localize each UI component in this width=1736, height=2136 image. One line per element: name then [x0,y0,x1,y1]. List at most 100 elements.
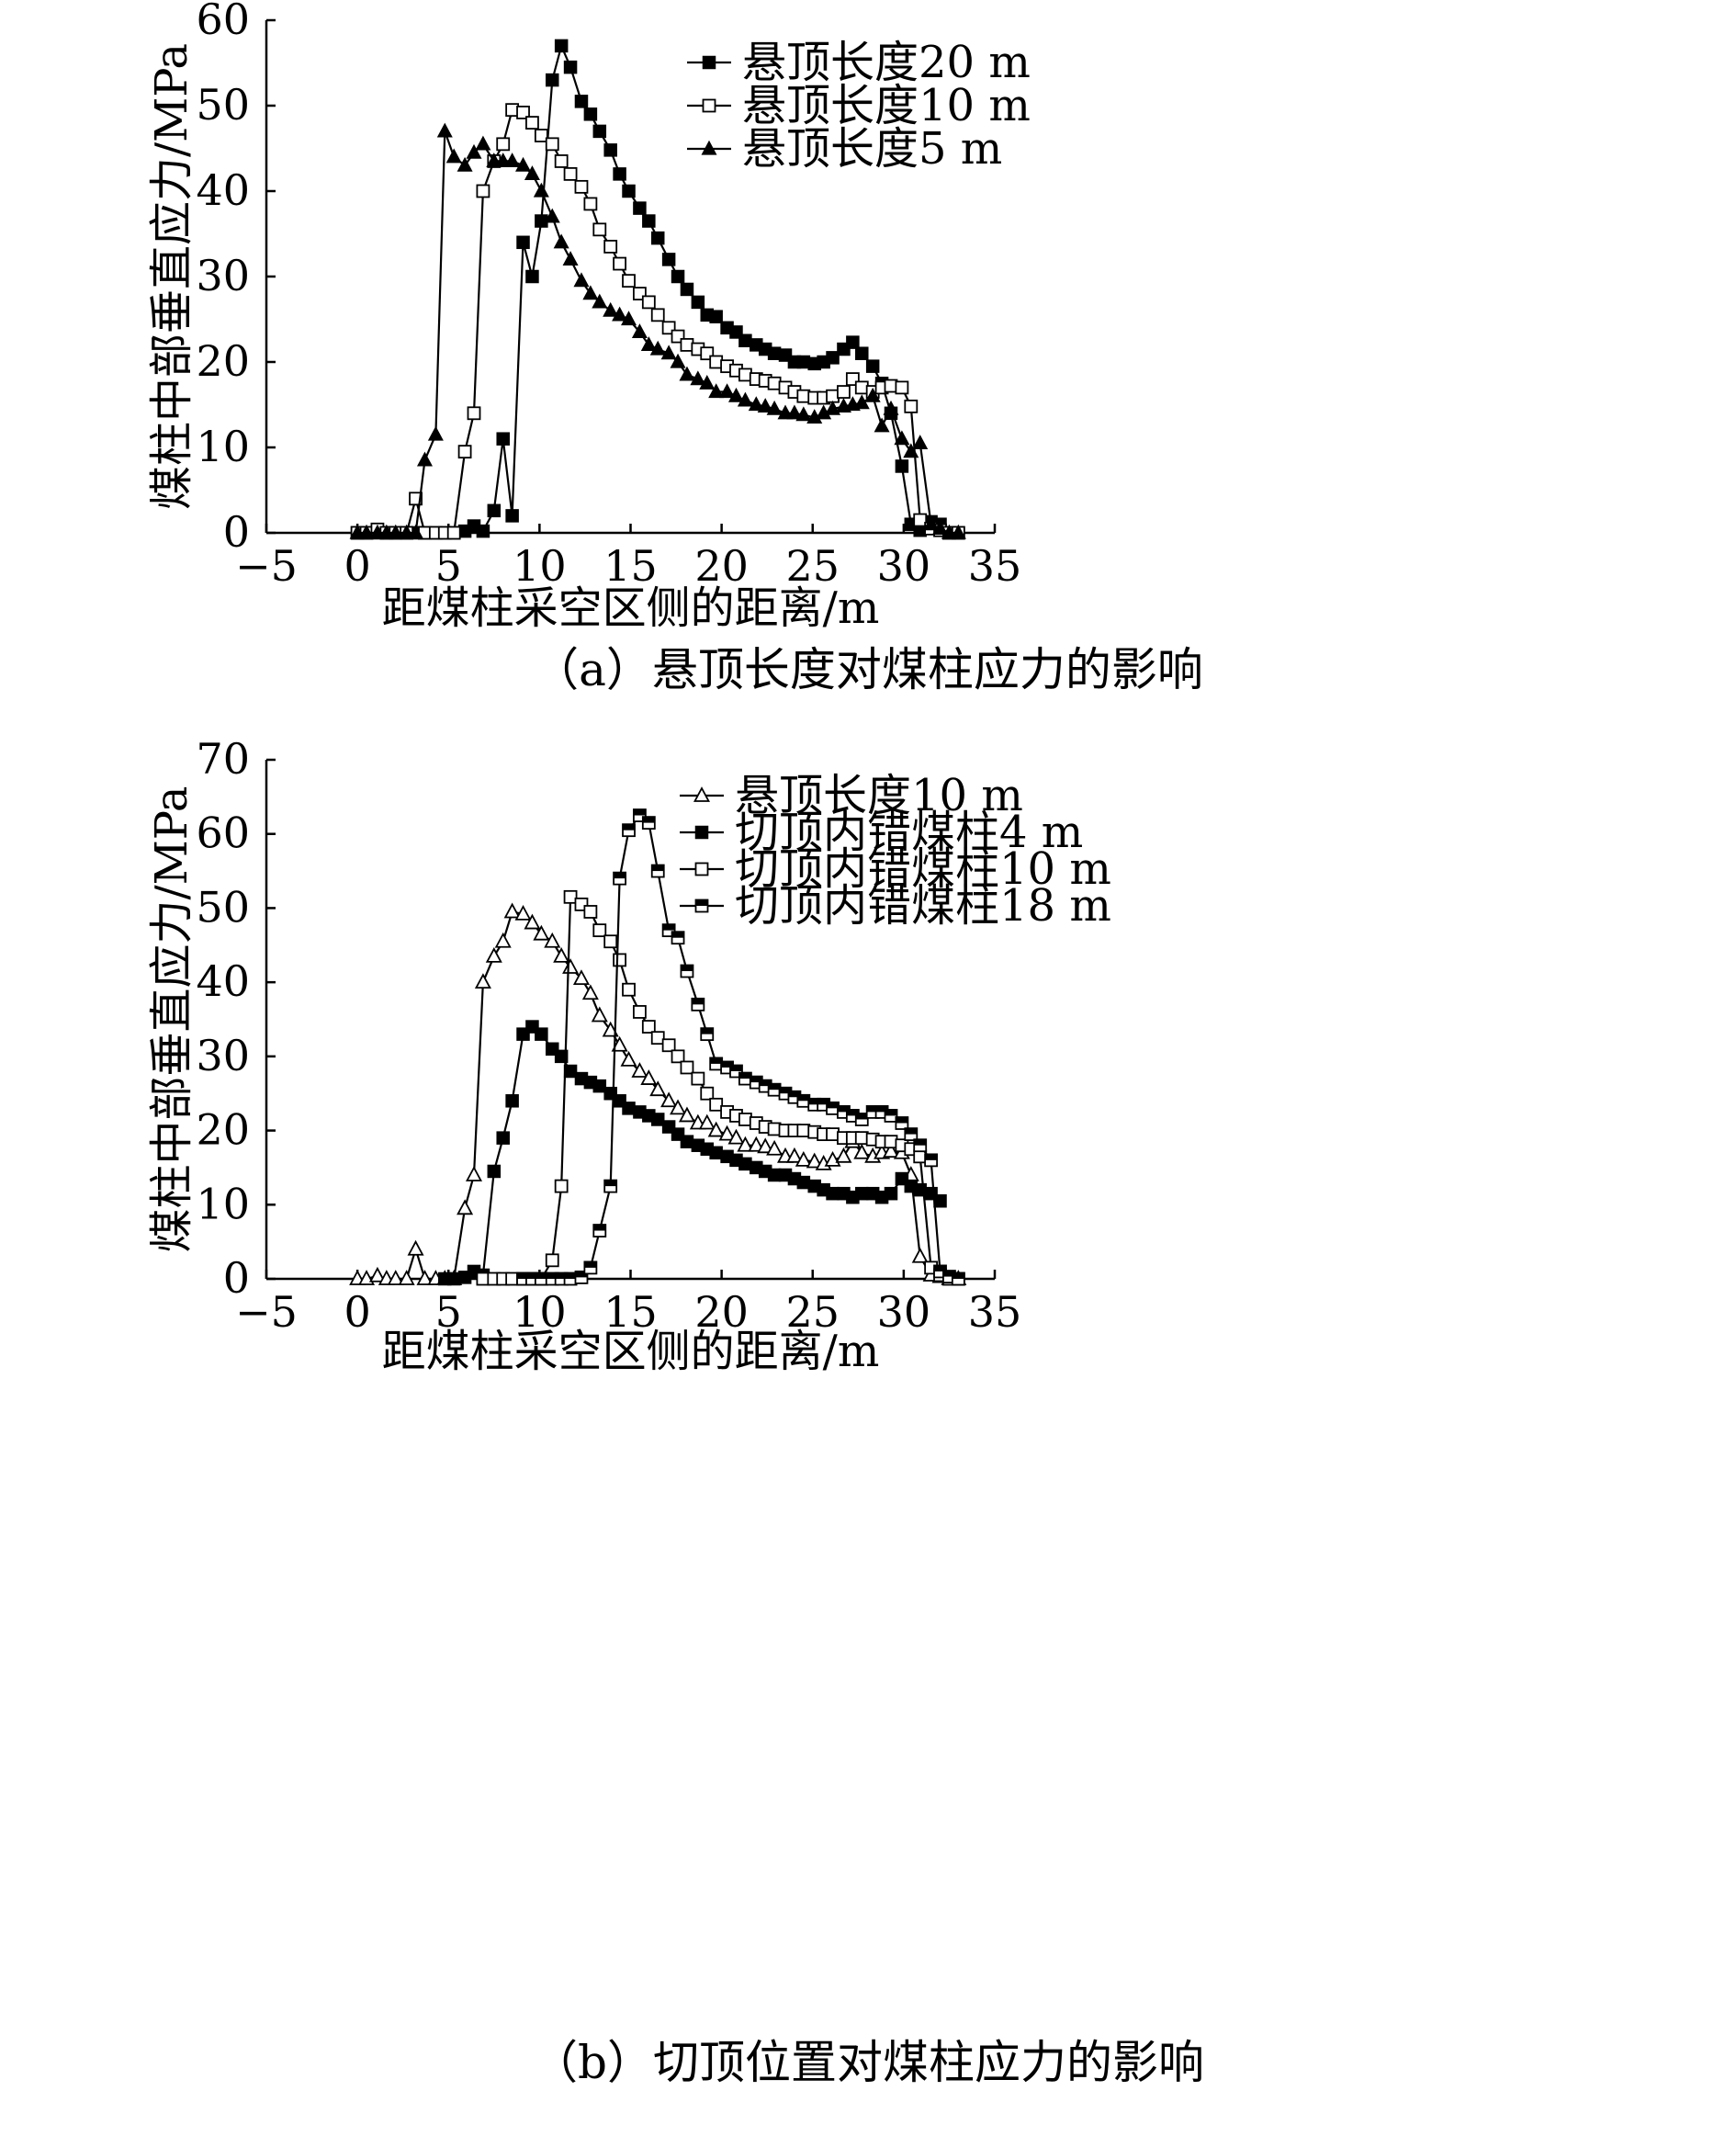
b-x-tick-label: 20 [694,1287,749,1337]
a-series-1-point [516,235,530,250]
a-series-3-point [457,156,473,172]
b-caption: （b）切顶位置对煤柱应力的影响 [532,2036,1204,2089]
a-series-3-point [903,443,919,458]
b-series-1-point [640,1069,658,1085]
a-legend-item-3: 悬顶长度5 m [687,123,1002,175]
b-series-1-point [485,946,502,963]
b-series-1-point [806,1152,823,1169]
b-x-tick-label: −5 [235,1287,298,1337]
a-caption: （a）悬顶长度对煤柱应力的影响 [533,643,1203,696]
a-series-2-point [592,222,607,237]
a-series-1-point [592,124,607,139]
b-legend-label: 切顶内错煤柱18 m [735,880,1111,932]
a-series-3-point [912,435,929,449]
b-series-3-point [633,1005,647,1019]
b-series-1-point [572,969,590,986]
b-series-1-point [835,1147,852,1163]
b-series-1-point [387,1270,404,1285]
b-legend-item-4: 切顶内错煤柱18 m [680,880,1111,932]
a-series-3-point [475,135,491,151]
b-series-2 [438,1020,947,1286]
a-series-1-point [738,333,752,347]
b-x-tick-label: 30 [877,1287,931,1337]
b-x-axis-label: 距煤柱采空区侧的距离/m [382,1326,880,1377]
a-series-1-point [796,355,811,369]
a-series-2-point [613,256,627,271]
a-series-3-point [524,165,540,180]
b-series-3-point [603,934,618,949]
a-series-3-point [592,293,608,309]
a-x-tick-label: 25 [785,541,840,591]
a-y-axis-label: 煤柱中部垂直应力/MPa [146,43,197,510]
a-series-1-point [622,184,636,198]
b-series-4-point [583,1260,598,1275]
b-series-4-point [895,1116,909,1130]
b-series-2-point [446,1271,461,1286]
a-series-3-point [388,524,404,539]
a-series-1-point [574,95,589,108]
b-series-3-point [691,1071,705,1086]
b-series-1-point [611,1035,628,1052]
a-y-tick-label: 50 [196,80,250,130]
a-x-tick-label: −5 [235,541,298,591]
b-series-3-point [622,982,636,997]
b-y-tick-label: 10 [196,1179,250,1228]
a-legend-label: 悬顶长度20 m [742,37,1031,88]
b-series-1-point [707,1121,725,1137]
b-series-4-point [691,997,705,1011]
a-y-tick-label: 20 [196,336,250,386]
b-series-1-point [785,1147,803,1163]
a-series-1-point [546,73,559,87]
a-legend-marker [702,55,716,70]
a-series-2-point [525,116,539,130]
a-x-tick-label: 5 [435,541,462,591]
a-series-3-point [690,370,706,386]
b-series-1-point [649,1080,667,1097]
b-series-1-point [757,1137,774,1154]
a-series-3-point [727,387,744,402]
b-series-4 [516,808,965,1286]
a-series-3-point [950,524,966,539]
b-series-3-point [671,1049,685,1064]
a-y-tick-label: 10 [196,422,250,471]
a-series-1-point [603,143,617,157]
a-series-2-point [583,197,598,211]
b-legend-marker [694,862,709,876]
a-legend-label: 悬顶长度5 m [742,123,1002,175]
a-series-3-point [737,391,753,407]
a-series-3-point [786,404,803,420]
b-x-tick-label: 10 [513,1287,567,1337]
b-series-1-point [766,1139,783,1156]
a-series-3-point [582,285,599,300]
a-series-3-point [670,353,686,368]
b-x-tick-label: 25 [785,1287,840,1337]
a-series-3-point [923,515,940,531]
a-series-1-point [487,503,502,518]
a-x-tick-label: 20 [694,541,749,591]
a-series-1-point [650,231,665,245]
b-series-4-point [700,1027,715,1042]
b-legend-label: 切顶内错煤柱4 m [735,807,1083,858]
b-legend-label: 切顶内错煤柱10 m [735,843,1111,895]
b-series-2-point [680,1135,694,1148]
b-series-1-point [368,1266,386,1283]
b-series-1-point [631,1062,648,1078]
b-series-4-point [924,1153,939,1168]
a-series-2-point [650,308,665,322]
b-series-2-point [933,1194,947,1208]
a-series-3-point [427,425,444,441]
b-series-2-point [826,1186,840,1201]
b-series-3-point [641,1020,656,1034]
b-series-2-point [622,1102,636,1115]
b-series-1-point [882,1142,900,1158]
a-series-3-point [466,143,482,159]
b-series-4-point [622,823,636,838]
b-legend-item-2: 切顶内错煤柱4 m [680,807,1083,858]
b-series-1-point [737,1136,754,1152]
a-series-2-point [545,137,559,152]
a-y-tick-label: 60 [196,0,250,44]
a-series-2-point [467,406,481,421]
b-series-3 [476,889,965,1286]
